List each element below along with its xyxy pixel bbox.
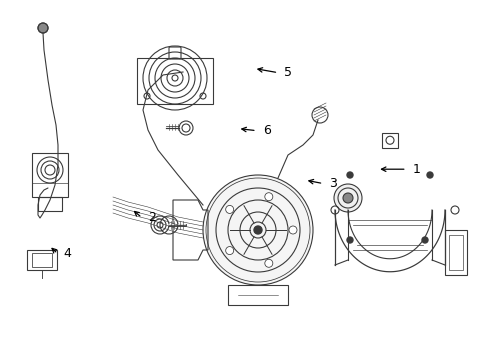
- Bar: [445, 230, 467, 275]
- Bar: [32, 153, 68, 197]
- Bar: [382, 133, 398, 148]
- Text: 1: 1: [413, 163, 420, 176]
- Circle shape: [343, 193, 353, 203]
- Bar: [38, 197, 62, 211]
- Circle shape: [334, 184, 362, 212]
- Text: 2: 2: [148, 211, 156, 224]
- Text: 3: 3: [329, 177, 337, 190]
- Circle shape: [226, 206, 234, 213]
- Bar: [228, 285, 288, 305]
- Circle shape: [38, 23, 48, 33]
- Circle shape: [427, 172, 433, 178]
- Circle shape: [289, 226, 297, 234]
- Circle shape: [347, 172, 353, 178]
- Text: 6: 6: [263, 124, 270, 137]
- Circle shape: [203, 175, 313, 285]
- Circle shape: [226, 247, 234, 255]
- Circle shape: [347, 237, 353, 243]
- Circle shape: [265, 193, 273, 201]
- Bar: [32, 253, 52, 267]
- Bar: [27, 250, 57, 270]
- Circle shape: [265, 259, 273, 267]
- Circle shape: [422, 237, 428, 243]
- Text: 5: 5: [284, 66, 293, 79]
- Bar: [449, 235, 463, 270]
- Text: 4: 4: [64, 247, 72, 260]
- Circle shape: [254, 226, 262, 234]
